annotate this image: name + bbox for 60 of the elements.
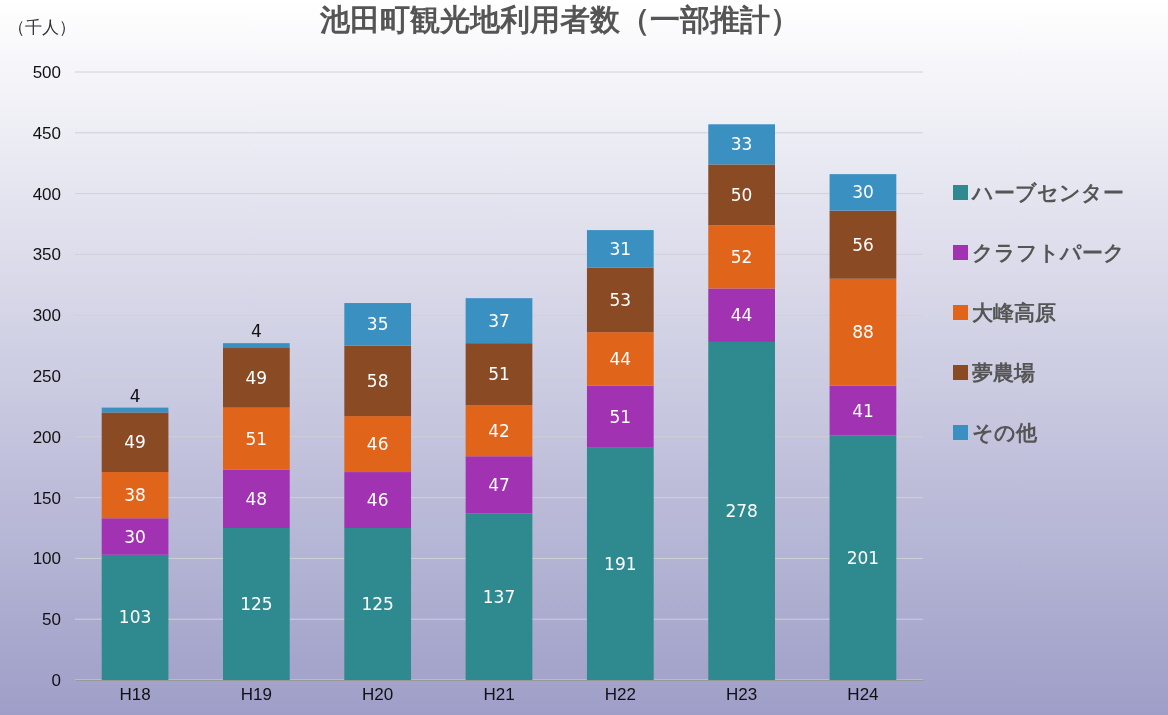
data-label: 53: [609, 290, 632, 310]
data-label: 51: [245, 428, 268, 449]
data-label: 47: [488, 474, 510, 495]
data-label: 33: [730, 134, 753, 155]
data-label: 35: [366, 314, 389, 335]
x-tick-label: H19: [240, 685, 272, 705]
data-label: 52: [730, 246, 753, 267]
data-label: 201: [846, 547, 880, 568]
data-label: 51: [488, 364, 510, 385]
data-label: 191: [604, 553, 637, 574]
legend-label: 大峰高原: [972, 301, 1056, 325]
y-tick-label: 250: [32, 366, 61, 386]
data-label: 46: [366, 490, 389, 511]
x-tick-label: H18: [119, 685, 151, 705]
legend-label: その他: [972, 421, 1038, 445]
y-tick-label: 500: [32, 62, 61, 82]
data-label: 44: [609, 348, 632, 369]
data-label: 38: [124, 485, 146, 506]
y-tick-label: 400: [32, 184, 61, 204]
data-label: 48: [245, 488, 268, 509]
y-tick-label: 0: [51, 670, 61, 690]
legend-label: クラフトパーク: [972, 241, 1125, 265]
data-label: 278: [725, 500, 758, 521]
data-label: 37: [488, 310, 510, 331]
data-label: 30: [124, 526, 146, 547]
data-label: 42: [488, 420, 510, 441]
y-tick-label: 150: [32, 488, 61, 508]
legend-label: 夢農場: [972, 361, 1035, 385]
y-tick-label: 350: [32, 245, 61, 265]
y-axis-title: （千人）: [8, 17, 76, 37]
y-tick-label: 100: [32, 549, 61, 569]
x-tick-label: H21: [483, 685, 515, 705]
data-label: 4: [250, 321, 262, 342]
x-tick-label: H24: [847, 685, 879, 705]
y-tick-label: 300: [32, 306, 61, 326]
data-label: 46: [366, 434, 389, 455]
data-label: 44: [730, 305, 753, 326]
data-label: 88: [852, 322, 874, 343]
data-label: 103: [118, 607, 152, 628]
chart-title: 池田町観光地利用者数（一部推計）: [319, 2, 800, 37]
y-tick-label: 50: [42, 610, 61, 630]
y-tick-label: 450: [32, 123, 61, 143]
x-tick-label: H20: [362, 685, 394, 705]
data-label: 137: [482, 586, 516, 607]
data-label: 30: [852, 182, 874, 203]
data-label: 31: [609, 238, 632, 259]
data-label: 125: [240, 594, 273, 614]
data-label: 41: [852, 400, 874, 421]
data-label: 49: [124, 432, 146, 453]
x-tick-label: H23: [726, 685, 758, 705]
y-tick-label: 200: [32, 427, 61, 447]
data-label: 125: [361, 594, 394, 614]
data-label: 51: [609, 406, 632, 427]
data-label: 56: [852, 234, 874, 255]
data-label: 49: [245, 367, 268, 388]
data-label: 50: [730, 184, 753, 205]
data-label: 4: [129, 385, 141, 406]
legend-label: ハーブセンター: [970, 181, 1124, 205]
x-tick-label: H22: [604, 685, 636, 705]
data-label: 58: [366, 370, 389, 391]
